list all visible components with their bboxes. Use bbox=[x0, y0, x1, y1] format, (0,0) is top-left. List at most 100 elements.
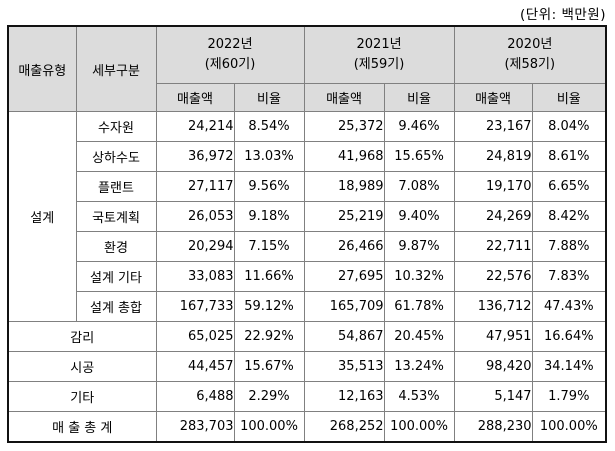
ratio-cell: 1.79% bbox=[531, 381, 607, 412]
amount-cell: 24,269 bbox=[453, 201, 533, 232]
header-year-2021: 2021년 (제59기) bbox=[303, 25, 455, 84]
year-label: 2021년 bbox=[356, 36, 402, 52]
ratio-cell: 100.00% bbox=[383, 411, 455, 442]
ratio-cell: 47.43% bbox=[531, 291, 607, 322]
amount-cell: 12,163 bbox=[303, 381, 385, 412]
ratio-cell: 8.04% bbox=[531, 111, 607, 142]
ratio-cell: 15.65% bbox=[383, 141, 455, 172]
table-row-sigong: 시공 44,457 15.67% 35,513 13.24% 98,420 34… bbox=[7, 351, 607, 382]
header-year-2022: 2022년 (제60기) bbox=[155, 25, 305, 84]
amount-cell: 22,711 bbox=[453, 231, 533, 262]
amount-cell: 98,420 bbox=[453, 351, 533, 382]
ratio-cell: 4.53% bbox=[383, 381, 455, 412]
table-row-sujawon: 설계 수자원 24,214 8.54% 25,372 9.46% 23,167 … bbox=[7, 111, 607, 322]
ratio-cell: 20.45% bbox=[383, 321, 455, 352]
detail-cell: 수자원 bbox=[75, 111, 157, 142]
ratio-cell: 2.29% bbox=[233, 381, 305, 412]
amount-cell: 167,733 bbox=[155, 291, 235, 322]
ratio-cell: 8.61% bbox=[531, 141, 607, 172]
ratio-cell: 8.54% bbox=[233, 111, 305, 142]
ratio-cell: 7.88% bbox=[531, 231, 607, 262]
ratio-cell: 22.92% bbox=[233, 321, 305, 352]
revenue-by-type-table: 매출유형 세부구분 2022년 (제60기) 2021년 (제59기) 2020… bbox=[7, 25, 608, 443]
amount-cell: 27,117 bbox=[155, 171, 235, 202]
category-cell: 감리 bbox=[7, 321, 157, 352]
ratio-cell: 9.18% bbox=[233, 201, 305, 232]
table-row-design-total: 설계 총합 167,733 59.12% 165,709 61.78% 136,… bbox=[8, 291, 607, 322]
year-label: 2020년 bbox=[507, 36, 553, 52]
amount-cell: 136,712 bbox=[453, 291, 533, 322]
header-ratio-2020: 비율 bbox=[531, 83, 607, 112]
ratio-cell: 34.14% bbox=[531, 351, 607, 382]
ratio-cell: 10.32% bbox=[383, 261, 455, 292]
amount-cell: 20,294 bbox=[155, 231, 235, 262]
ratio-cell: 9.56% bbox=[233, 171, 305, 202]
term-label: (제60기) bbox=[204, 57, 256, 72]
category-cell: 기타 bbox=[7, 381, 157, 412]
table-row-plant: 플랜트 27,117 9.56% 18,989 7.08% 19,170 6.6… bbox=[8, 171, 607, 202]
amount-cell: 283,703 bbox=[155, 411, 235, 442]
table-row-gita: 기타 6,488 2.29% 12,163 4.53% 5,147 1.79% bbox=[7, 381, 607, 412]
table-row-sanghasudo: 상하수도 36,972 13.03% 41,968 15.65% 24,819 … bbox=[8, 141, 607, 172]
table-row-gukto: 국토계획 26,053 9.18% 25,219 9.40% 24,269 8.… bbox=[8, 201, 607, 232]
amount-cell: 5,147 bbox=[453, 381, 533, 412]
amount-cell: 27,695 bbox=[303, 261, 385, 292]
amount-cell: 24,214 bbox=[155, 111, 235, 142]
ratio-cell: 13.24% bbox=[383, 351, 455, 382]
ratio-cell: 13.03% bbox=[233, 141, 305, 172]
ratio-cell: 15.67% bbox=[233, 351, 305, 382]
ratio-cell: 8.42% bbox=[531, 201, 607, 232]
amount-cell: 36,972 bbox=[155, 141, 235, 172]
detail-cell: 설계 총합 bbox=[75, 291, 157, 322]
ratio-cell: 59.12% bbox=[233, 291, 305, 322]
header-row-years: 매출유형 세부구분 2022년 (제60기) 2021년 (제59기) 2020… bbox=[7, 25, 607, 112]
table-row-gamri: 감리 65,025 22.92% 54,867 20.45% 47,951 16… bbox=[7, 321, 607, 352]
amount-cell: 25,219 bbox=[303, 201, 385, 232]
header-amount-2021: 매출액 bbox=[303, 83, 385, 112]
header-detail: 세부구분 bbox=[75, 25, 157, 112]
amount-cell: 54,867 bbox=[303, 321, 385, 352]
amount-cell: 288,230 bbox=[453, 411, 533, 442]
amount-cell: 24,819 bbox=[453, 141, 533, 172]
ratio-cell: 7.83% bbox=[531, 261, 607, 292]
ratio-cell: 61.78% bbox=[383, 291, 455, 322]
ratio-cell: 6.65% bbox=[531, 171, 607, 202]
detail-cell: 상하수도 bbox=[75, 141, 157, 172]
unit-label: (단위: 백만원) bbox=[520, 7, 606, 23]
amount-cell: 41,968 bbox=[303, 141, 385, 172]
ratio-cell: 100.00% bbox=[233, 411, 305, 442]
header-revenue-type: 매출유형 bbox=[7, 25, 77, 112]
amount-cell: 35,513 bbox=[303, 351, 385, 382]
header-ratio-2021: 비율 bbox=[383, 83, 455, 112]
category-cell: 시공 bbox=[7, 351, 157, 382]
header-year-2020: 2020년 (제58기) bbox=[453, 25, 607, 84]
amount-cell: 33,083 bbox=[155, 261, 235, 292]
term-label: (제58기) bbox=[504, 57, 556, 72]
amount-cell: 6,488 bbox=[155, 381, 235, 412]
amount-cell: 26,466 bbox=[303, 231, 385, 262]
ratio-cell: 9.40% bbox=[383, 201, 455, 232]
amount-cell: 26,053 bbox=[155, 201, 235, 232]
amount-cell: 23,167 bbox=[453, 111, 533, 142]
detail-cell: 플랜트 bbox=[75, 171, 157, 202]
header-amount-2022: 매출액 bbox=[155, 83, 235, 112]
header-amount-2020: 매출액 bbox=[453, 83, 533, 112]
ratio-cell: 16.64% bbox=[531, 321, 607, 352]
term-label: (제59기) bbox=[353, 57, 405, 72]
amount-cell: 44,457 bbox=[155, 351, 235, 382]
amount-cell: 22,576 bbox=[453, 261, 533, 292]
ratio-cell: 11.66% bbox=[233, 261, 305, 292]
category-cell: 매 출 총 계 bbox=[7, 411, 157, 442]
amount-cell: 19,170 bbox=[453, 171, 533, 202]
detail-cell: 국토계획 bbox=[75, 201, 157, 232]
ratio-cell: 7.08% bbox=[383, 171, 455, 202]
table-row-hwangyeong: 환경 20,294 7.15% 26,466 9.87% 22,711 7.88… bbox=[8, 231, 607, 262]
amount-cell: 165,709 bbox=[303, 291, 385, 322]
detail-cell: 환경 bbox=[75, 231, 157, 262]
detail-cell: 설계 기타 bbox=[75, 261, 157, 292]
table-row-grand-total: 매 출 총 계 283,703 100.00% 268,252 100.00% … bbox=[7, 411, 607, 442]
table-row-design-etc: 설계 기타 33,083 11.66% 27,695 10.32% 22,576… bbox=[8, 261, 607, 292]
header-row-measures: 매출액 비율 매출액 비율 매출액 비율 bbox=[8, 83, 607, 112]
header-ratio-2022: 비율 bbox=[233, 83, 305, 112]
